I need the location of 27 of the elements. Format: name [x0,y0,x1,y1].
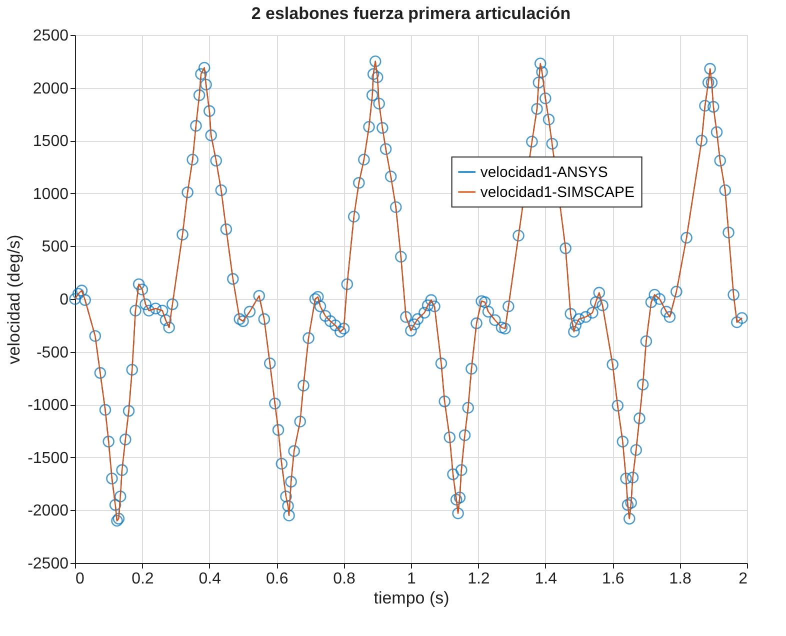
x-tick-label: 0.6 [266,570,288,588]
legend-label: velocidad1-ANSYS [480,164,608,181]
y-axis-title: velocidad (deg/s) [4,234,24,364]
x-tick-label: 1.6 [602,570,624,588]
y-tick-label: -1000 [28,397,69,414]
x-tick-label: 1.8 [669,570,692,588]
x-tick-label: 1 [407,570,416,588]
y-tick-label: 0 [60,292,69,308]
y-tick-label: 500 [42,238,69,256]
y-tick-label: 2500 [32,28,69,44]
legend-label: velocidad1-SIMSCAPE [480,184,635,201]
x-tick-label: 1.2 [468,570,490,588]
y-tick-label: -2000 [28,502,69,520]
x-tick-label: 0 [76,570,84,588]
x-tick-label: 0.2 [132,570,154,588]
y-tick-label: -2500 [28,556,69,572]
y-tick-label: -500 [36,344,69,362]
y-tick-label: -1500 [28,450,69,467]
y-tick-label: 1000 [32,186,69,203]
y-tick-label: 1500 [32,133,69,150]
chart-title: 2 eslabones fuerza primera articulación [251,4,571,23]
y-tick-label: 2000 [32,80,69,98]
x-axis-title: tiempo (s) [374,588,450,608]
x-tick-label: 2 [738,570,748,588]
x-tick-label: 0.4 [198,570,222,588]
x-tick-label: 0.8 [333,570,356,588]
x-tick-label: 1.4 [534,570,558,588]
